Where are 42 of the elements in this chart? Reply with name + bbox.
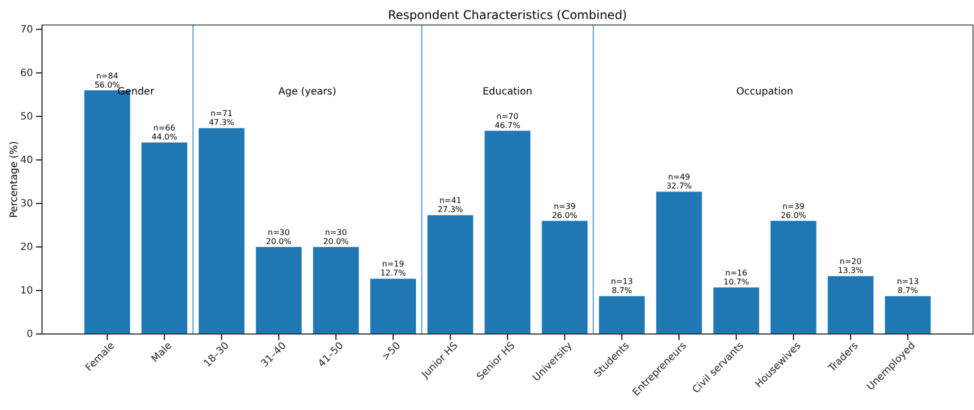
bar [484,130,530,334]
y-tick-label: 20 [20,242,33,254]
bar [884,296,931,334]
bar [828,276,874,334]
y-tick-label: 70 [20,24,33,36]
bar [142,142,188,334]
data-label: n=19 12.7% [380,260,406,278]
data-label: n=41 27.3% [438,196,464,214]
y-tick-label: 30 [20,198,33,210]
bar [256,246,302,334]
annotation: Age (years) [278,86,336,98]
annotation: Occupation [736,86,794,98]
data-label: n=13 8.7% [896,277,919,296]
bar [713,287,760,334]
data-label: n=13 8.7% [610,277,633,296]
y-axis-title: Percentage (%) [9,141,20,218]
y-tick-label: 60 [20,68,33,80]
data-label: n=39 26.0% [552,202,578,220]
data-label: n=30 20.0% [266,228,292,246]
data-label: n=20 13.3% [838,257,864,276]
y-tick-label: 40 [20,155,33,166]
chart-title: Respondent Characteristics (Combined) [388,8,627,22]
bar [198,128,244,334]
data-label: n=30 20.0% [323,228,350,246]
bar [770,220,816,334]
bar [599,296,645,334]
data-label: n=66 44.0% [152,124,178,142]
bar [656,192,702,334]
data-label: n=39 26.0% [780,202,807,220]
annotation: Education [482,86,532,98]
bar [370,278,416,334]
data-label: n=70 46.7% [494,112,521,130]
bar [313,246,359,334]
data-label: n=16 10.7% [724,268,750,286]
annotation: Gender [117,86,156,98]
y-tick-label: 50 [20,112,33,123]
y-tick-label: 0 [26,329,33,340]
bar [542,220,588,334]
y-tick-label: 10 [20,286,33,297]
data-label: n=71 47.3% [208,109,235,128]
data-label: n=49 32.7% [666,172,692,191]
bar [427,215,474,334]
